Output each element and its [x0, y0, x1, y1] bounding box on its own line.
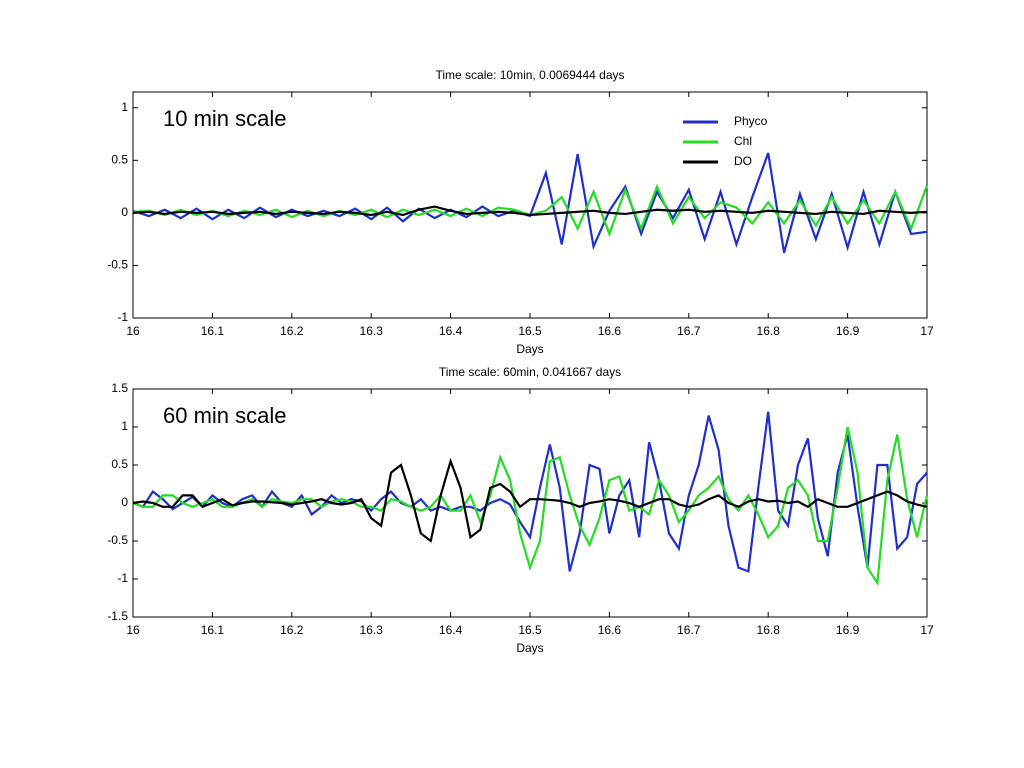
annotation: 60 min scale — [163, 403, 287, 428]
x-tick-label: 16.2 — [280, 324, 304, 338]
y-tick-label: -1 — [117, 571, 128, 585]
y-tick-label: -1.5 — [107, 609, 128, 623]
y-tick-label: 0.5 — [111, 152, 128, 166]
series-line — [132, 426, 929, 587]
x-tick-label: 16.6 — [598, 324, 622, 338]
x-tick-label: 16.3 — [360, 623, 384, 637]
x-tick-label: 16.9 — [836, 623, 860, 637]
x-tick-label: 16.8 — [757, 623, 781, 637]
y-tick-label: 1 — [121, 100, 128, 114]
x-tick-label: 16.7 — [677, 324, 701, 338]
y-tick-label: 0.5 — [111, 457, 128, 471]
legend-label: Chl — [734, 134, 752, 148]
y-tick-label: 0 — [121, 205, 128, 219]
plot-frame — [132, 91, 928, 319]
legend-label: Phyco — [734, 114, 768, 128]
chart-title: Time scale: 60min, 0.041667 days — [439, 365, 621, 379]
y-tick-label: 1.5 — [111, 381, 128, 395]
x-tick-label: 16.4 — [439, 324, 463, 338]
x-tick-label: 16 — [126, 623, 140, 637]
x-tick-label: 17 — [920, 623, 934, 637]
x-tick-label: 17 — [920, 324, 934, 338]
x-tick-label: 16.4 — [439, 623, 463, 637]
x-tick-label: 16.8 — [757, 324, 781, 338]
x-tick-label: 16.6 — [598, 623, 622, 637]
x-tick-label: 16 — [126, 324, 140, 338]
series-line — [132, 457, 928, 543]
series-line — [132, 205, 928, 217]
y-tick-label: -0.5 — [107, 258, 128, 272]
x-axis-label: Days — [516, 342, 543, 356]
y-tick-label: -1 — [117, 310, 128, 324]
y-tick-label: -0.5 — [107, 533, 128, 547]
annotation: 10 min scale — [163, 106, 287, 131]
legend-label: DO — [734, 154, 752, 168]
y-tick-label: 0 — [121, 495, 128, 509]
x-tick-label: 16.7 — [677, 623, 701, 637]
x-tick-label: 16.2 — [280, 623, 304, 637]
y-tick-label: 1 — [121, 419, 128, 433]
x-tick-label: 16.5 — [518, 623, 542, 637]
chart-title: Time scale: 10min, 0.0069444 days — [436, 68, 625, 82]
x-tick-label: 16.1 — [201, 623, 225, 637]
x-tick-label: 16.5 — [518, 324, 542, 338]
x-axis-label: Days — [516, 641, 543, 655]
x-tick-label: 16.1 — [201, 324, 225, 338]
x-tick-label: 16.9 — [836, 324, 860, 338]
x-tick-label: 16.3 — [360, 324, 384, 338]
